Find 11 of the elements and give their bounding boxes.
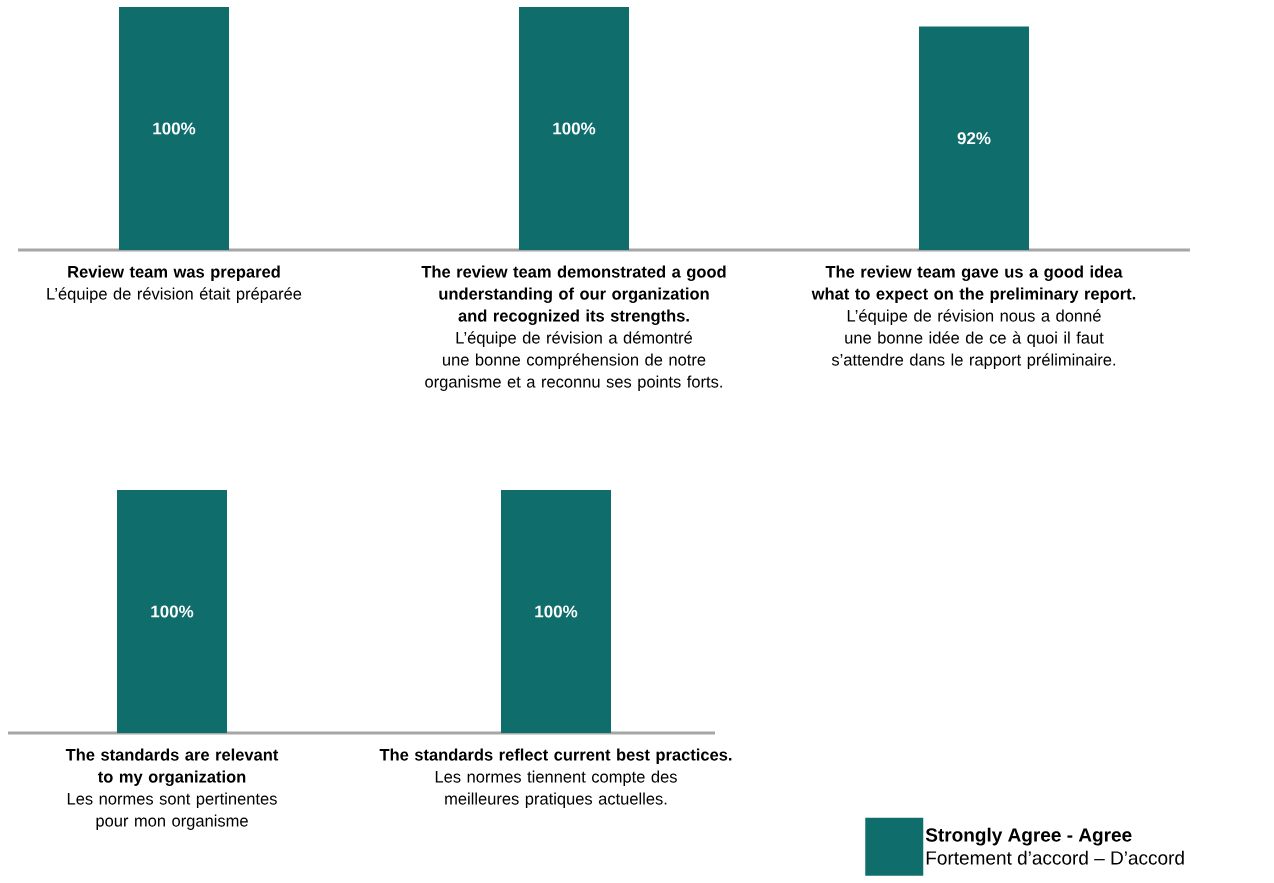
- x-tick-label: The review team gave us a good idea what to expect on the preliminary report. L’équipe de révision nous a donné une bonne idée de ce à quoi il faut s’attendre dans le rapport préliminaire.: [811, 265, 1136, 369]
- data-label: 100%: [153, 122, 196, 135]
- text: Strongly Agree - Agree Fortement d’accord – D’accord: [925, 827, 1184, 865]
- x-tick-label: The standards reflect current best practices. Les normes tiennent compte des meilleures pratiques actuelles.: [379, 748, 732, 808]
- data-label: 92%: [957, 132, 991, 145]
- data-label: 100%: [553, 122, 596, 135]
- x-tick-label: Review team was prepared L’équipe de révision était préparée: [47, 265, 302, 303]
- data-label: 100%: [151, 605, 194, 618]
- x-tick-label: The review team demonstrated a good understanding of our organization and recognized its strengths. L’équipe de révision a démontré une bonne compréhension de notre organisme et a reconnu ses points forts.: [421, 265, 726, 391]
- data-label: 100%: [535, 605, 578, 618]
- x-tick-label: The standards are relevant to my organization Les normes sont pertinentes pour mon organisme: [65, 748, 279, 830]
